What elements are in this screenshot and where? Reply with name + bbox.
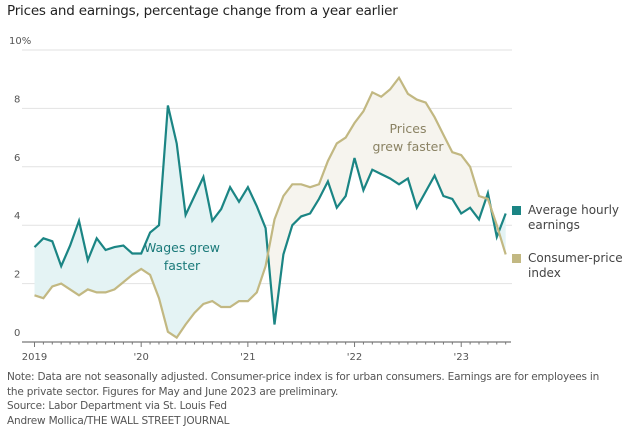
legend-label-earnings: Average hourly earnings xyxy=(528,203,620,232)
wages-faster-fill xyxy=(498,213,506,255)
credit-text: Andrew Mollica/THE WALL STREET JOURNAL xyxy=(7,414,230,427)
earnings-line xyxy=(33,105,507,325)
prices-faster-fill xyxy=(268,77,487,325)
x-axis: 2019 '20 '21 '22 '23 xyxy=(22,341,511,363)
line-chart: 2019 '20 '21 '22 '23 0 2 4 6 8 10% Wages grew fast… xyxy=(9,36,512,363)
source-text: Source: Labor Department via St. Louis F… xyxy=(7,400,227,412)
x-tick-label: 2019 xyxy=(22,352,47,363)
y-tick-label: 2 xyxy=(14,270,20,281)
wages-annotation: Wages grew xyxy=(144,240,220,255)
chart-title: Prices and earnings, percentage change f… xyxy=(7,3,398,19)
y-tick-label: 4 xyxy=(14,211,20,222)
prices-annotation: grew faster xyxy=(373,139,445,154)
x-tick-label: '23 xyxy=(453,352,468,363)
wages-annotation: faster xyxy=(164,258,201,273)
footnotes: Note: Data are not seasonally adjusted. … xyxy=(7,370,617,428)
cpi-swatch xyxy=(512,254,521,263)
annotations: Wages grew faster Prices grew faster xyxy=(144,121,444,273)
wages-faster-fill xyxy=(34,105,268,338)
legend-label-cpi: Consumer-price index xyxy=(528,251,623,280)
prices-annotation: Prices xyxy=(389,121,426,136)
x-tick-label: '20 xyxy=(133,352,148,363)
cpi-line xyxy=(34,75,507,340)
earnings-swatch xyxy=(512,206,521,215)
y-tick-label: 10% xyxy=(9,36,31,47)
note-text: Note: Data are not seasonally adjusted. … xyxy=(7,371,600,398)
x-tick-label: '21 xyxy=(240,352,255,363)
y-tick-label: 6 xyxy=(14,153,20,164)
y-tick-label: 0 xyxy=(14,328,20,339)
y-axis-labels: 0 2 4 6 8 10% xyxy=(9,36,31,339)
x-tick-label: '22 xyxy=(347,352,362,363)
y-tick-label: 8 xyxy=(14,94,20,105)
series-lines xyxy=(33,75,507,340)
